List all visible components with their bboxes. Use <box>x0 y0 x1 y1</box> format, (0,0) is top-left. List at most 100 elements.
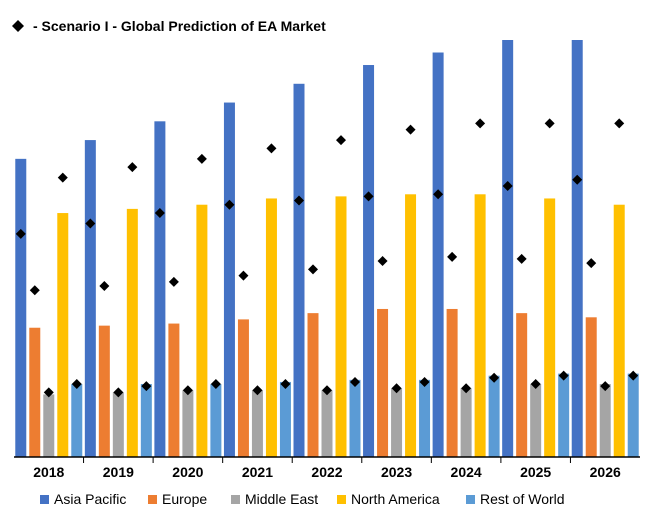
bar-middle-east-2023 <box>391 388 403 457</box>
marker-asia-pacific-2026 <box>572 174 583 185</box>
marker-rest-of-world-2024 <box>489 372 500 383</box>
legend-label-europe: Europe <box>162 491 207 507</box>
bar-middle-east-2019 <box>112 392 124 457</box>
marker-north-america-2023 <box>405 124 416 135</box>
marker-middle-east-2022 <box>322 385 332 396</box>
bar-rest-of-world-2019 <box>140 384 152 457</box>
chart-title-group: - Scenario I - Global Prediction of EA M… <box>12 18 326 34</box>
bar-rest-of-world-2022 <box>349 379 361 457</box>
bars-group <box>15 40 639 458</box>
bar-middle-east-2021 <box>251 390 263 457</box>
marker-rest-of-world-2021 <box>280 379 291 390</box>
bar-north-america-2023 <box>405 194 417 458</box>
marker-europe-2024 <box>447 251 458 262</box>
legend-label-rest-of-world: Rest of World <box>480 491 565 507</box>
marker-asia-pacific-2022 <box>294 195 304 206</box>
x-tick-label-2023: 2023 <box>381 464 412 480</box>
x-tick-label-2018: 2018 <box>33 464 64 480</box>
bar-europe-2021 <box>237 319 249 457</box>
marker-asia-pacific-2019 <box>85 218 96 229</box>
bar-asia-pacific-2022 <box>293 83 305 457</box>
marker-north-america-2021 <box>266 143 277 154</box>
bar-asia-pacific-2019 <box>84 140 96 457</box>
marker-middle-east-2019 <box>113 387 124 398</box>
bar-north-america-2018 <box>57 213 69 457</box>
bar-middle-east-2022 <box>321 390 333 457</box>
bar-asia-pacific-2021 <box>223 102 235 458</box>
bar-europe-2023 <box>377 308 389 457</box>
marker-rest-of-world-2026 <box>628 370 639 381</box>
x-axis-ticks: 2018 2019 2020 2021 2022 2023 2024 2025 2026 <box>33 457 621 480</box>
legend-label-asia-pacific: Asia Pacific <box>54 491 126 507</box>
marker-north-america-2025 <box>544 118 555 129</box>
marker-europe-2020 <box>168 276 179 287</box>
marker-asia-pacific-2023 <box>363 191 374 202</box>
marker-middle-east-2026 <box>600 381 611 392</box>
marker-europe-2019 <box>99 281 110 292</box>
bar-north-america-2020 <box>196 204 208 457</box>
bar-europe-2020 <box>168 323 180 457</box>
chart-title: - Scenario I - Global Prediction of EA M… <box>33 18 326 34</box>
marker-rest-of-world-2019 <box>141 381 152 392</box>
legend-swatch-europe <box>148 495 157 504</box>
bar-middle-east-2018 <box>43 394 55 457</box>
marker-middle-east-2023 <box>391 383 402 394</box>
marker-rest-of-world-2022 <box>350 376 360 387</box>
marker-rest-of-world-2020 <box>210 379 221 390</box>
marker-middle-east-2021 <box>252 385 263 396</box>
bar-europe-2024 <box>446 308 458 457</box>
marker-middle-east-2018 <box>43 387 54 398</box>
marker-north-america-2026 <box>614 118 625 129</box>
legend-label-north-america: North America <box>351 491 440 507</box>
bar-asia-pacific-2024 <box>432 52 444 457</box>
marker-asia-pacific-2018 <box>15 228 26 239</box>
x-tick-label-2024: 2024 <box>451 464 482 480</box>
x-tick-label-2022: 2022 <box>311 464 342 480</box>
bar-europe-2022 <box>307 313 319 457</box>
legend-label-middle-east: Middle East <box>245 491 318 507</box>
bar-north-america-2024 <box>474 194 486 458</box>
marker-asia-pacific-2025 <box>502 180 513 191</box>
title-diamond-marker <box>12 20 24 32</box>
legend: Asia Pacific Europe Middle East North Ameri… <box>40 491 565 507</box>
bar-north-america-2025 <box>544 198 556 457</box>
bar-rest-of-world-2024 <box>488 375 500 457</box>
marker-north-america-2019 <box>127 162 138 173</box>
marker-rest-of-world-2025 <box>558 370 569 381</box>
marker-north-america-2024 <box>475 118 486 129</box>
marker-rest-of-world-2023 <box>419 376 430 387</box>
bar-north-america-2019 <box>126 208 138 457</box>
marker-north-america-2018 <box>57 172 68 183</box>
bar-europe-2026 <box>585 317 597 457</box>
x-tick-label-2020: 2020 <box>172 464 203 480</box>
marker-north-america-2022 <box>336 135 346 146</box>
bar-asia-pacific-2020 <box>154 121 166 457</box>
bar-europe-2019 <box>98 325 110 457</box>
bar-rest-of-world-2021 <box>279 381 291 457</box>
bar-middle-east-2020 <box>182 390 194 457</box>
bar-asia-pacific-2023 <box>363 65 375 458</box>
legend-swatch-asia-pacific <box>40 495 49 504</box>
legend-swatch-middle-east <box>231 495 240 504</box>
marker-asia-pacific-2020 <box>154 208 165 219</box>
bar-north-america-2022 <box>335 196 347 457</box>
marker-middle-east-2020 <box>182 385 193 396</box>
bar-asia-pacific-2026 <box>571 40 583 457</box>
bar-rest-of-world-2020 <box>210 384 222 457</box>
bar-rest-of-world-2018 <box>71 384 83 457</box>
x-tick-label-2021: 2021 <box>242 464 273 480</box>
bar-rest-of-world-2026 <box>627 373 639 457</box>
marker-asia-pacific-2021 <box>224 199 235 210</box>
bar-rest-of-world-2023 <box>419 379 431 457</box>
bar-asia-pacific-2025 <box>502 40 514 457</box>
x-tick-label-2026: 2026 <box>590 464 621 480</box>
bar-europe-2025 <box>516 313 528 457</box>
bar-north-america-2021 <box>265 198 277 457</box>
marker-asia-pacific-2024 <box>433 189 444 200</box>
legend-swatch-north-america <box>337 495 346 504</box>
bar-asia-pacific-2018 <box>15 158 27 457</box>
bar-north-america-2026 <box>613 204 625 457</box>
bar-middle-east-2026 <box>599 384 611 457</box>
